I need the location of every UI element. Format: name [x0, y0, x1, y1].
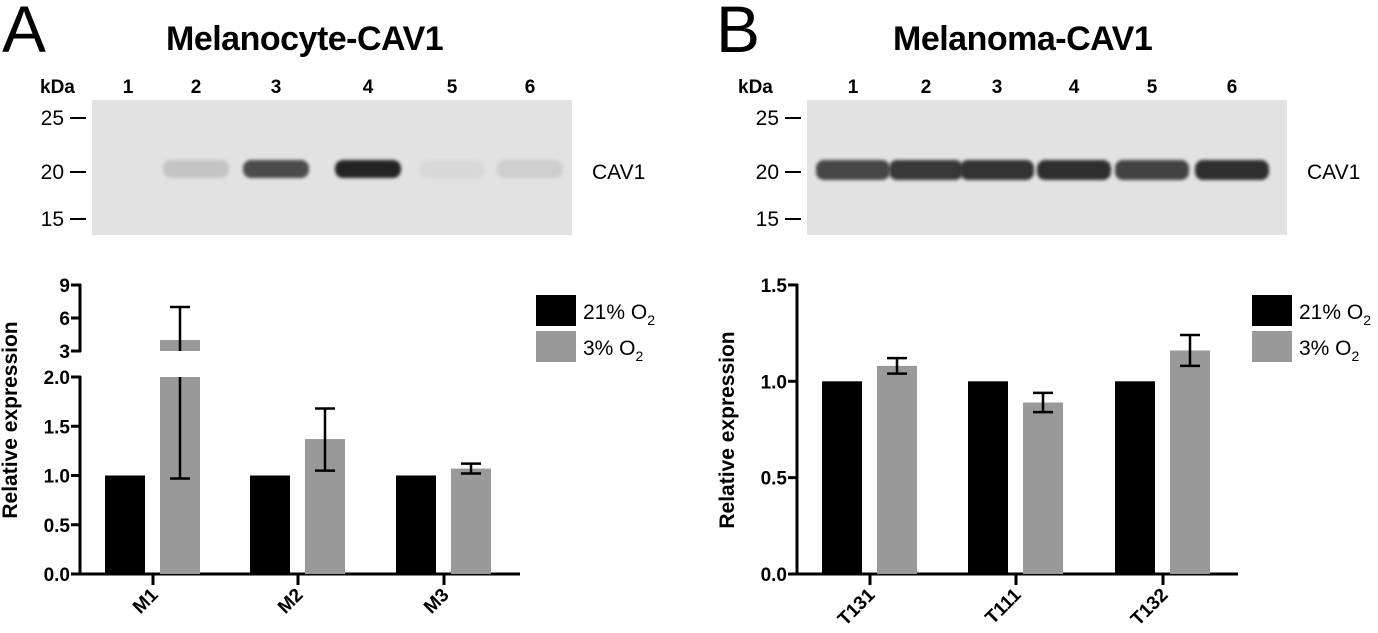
x-tick-label: T132: [1127, 585, 1172, 630]
bar-21pct: [105, 475, 145, 574]
cav1-band: [960, 160, 1034, 180]
cav1-band: [1037, 160, 1111, 180]
y-tick-label: 1.5: [44, 417, 71, 438]
kda-label: kDa: [738, 77, 773, 98]
y-axis-title: Relative expression: [716, 331, 739, 528]
bar-chart-melanoma: 0.0 0.5 1.0 1.5 Relative expression T131 T111 T…: [716, 276, 1371, 630]
lane-number: 2: [190, 77, 202, 98]
cav1-band: [1115, 160, 1189, 180]
band-label-cav1: CAV1: [1307, 161, 1361, 184]
panel-b-title: Melanoma-CAV1: [893, 20, 1153, 58]
legend-subscript: 2: [1363, 312, 1371, 328]
y-tick-label: 0.5: [44, 516, 71, 537]
y-tick-label: 1.0: [44, 467, 70, 488]
mw-marker-label: 20: [755, 161, 779, 184]
legend-swatch: [536, 295, 576, 326]
mw-marker-label: 20: [40, 161, 64, 184]
x-tick-label: T111: [982, 584, 1026, 628]
cav1-band: [1195, 160, 1269, 180]
cav1-band: [419, 160, 485, 178]
x-tick-label: T131: [834, 584, 880, 630]
y-tick-label: 1.5: [761, 276, 788, 297]
y-tick-label: 3: [59, 342, 70, 363]
legend-swatch: [536, 331, 576, 362]
legend-swatch: [1252, 331, 1292, 362]
x-tick-label: M3: [420, 585, 454, 619]
bar-21pct: [250, 475, 290, 574]
legend-label: 21% O2: [583, 301, 655, 328]
cav1-band: [816, 160, 890, 180]
lane-number: 3: [991, 77, 1003, 98]
y-tick-label: 2.0: [44, 368, 70, 389]
lane-number: 6: [1226, 77, 1238, 98]
lane-number: 2: [920, 77, 932, 98]
cav1-band: [889, 160, 963, 180]
panel-a-title: Melanocyte-CAV1: [166, 20, 444, 58]
legend-label: 3% O2: [583, 337, 644, 364]
mw-marker-tick: [785, 218, 801, 220]
mw-marker-tick: [70, 218, 86, 220]
mw-marker-tick: [785, 171, 801, 173]
bar-21pct: [968, 381, 1008, 574]
blot-membrane: [807, 100, 1287, 235]
legend-subscript: 2: [647, 312, 655, 328]
bar-3pct: [877, 365, 917, 574]
lane-number: 1: [847, 77, 859, 98]
bar-3pct: [451, 468, 491, 574]
cav1-band: [163, 160, 229, 178]
y-tick-label: 0.5: [761, 469, 788, 490]
lane-number: 5: [446, 77, 458, 98]
bar-3pct: [1023, 402, 1063, 574]
x-tick-label: M1: [129, 584, 163, 618]
mw-marker-label: 15: [755, 208, 779, 231]
y-axis-title: Relative expression: [0, 321, 22, 518]
bar-21pct: [822, 381, 862, 574]
cav1-band: [335, 160, 401, 178]
mw-marker-label: 25: [755, 107, 779, 130]
lane-number: 1: [122, 77, 134, 98]
lane-number: 5: [1146, 77, 1158, 98]
lane-number: 6: [524, 77, 536, 98]
y-tick-label: 0.0: [44, 565, 70, 586]
mw-marker-label: 15: [40, 208, 64, 231]
lane-number: 3: [270, 77, 282, 98]
mw-marker-tick: [70, 171, 86, 173]
kda-label: kDa: [40, 77, 75, 98]
bar-21pct: [396, 475, 436, 574]
legend-subscript: 2: [1352, 348, 1360, 364]
lane-number: 4: [1068, 77, 1080, 98]
x-tick-label: M2: [274, 585, 308, 619]
bar-3pct: [1170, 350, 1210, 574]
y-tick-label: 0.0: [761, 565, 787, 586]
lane-number: 4: [362, 77, 374, 98]
bar-chart-melanocyte: 0.0 0.5 1.0 1.5 2.0 3 6 9 Relative expression M1 M…: [0, 276, 655, 619]
legend-swatch: [1252, 295, 1292, 326]
mw-marker-tick: [70, 117, 86, 119]
band-label-cav1: CAV1: [592, 161, 646, 184]
legend-subscript: 2: [636, 348, 644, 364]
y-tick-label: 6: [59, 309, 70, 330]
panel-b-letter: B: [716, 0, 761, 66]
cav1-band: [243, 160, 309, 178]
bar-21pct: [1115, 381, 1155, 574]
legend-label: 3% O2: [1299, 337, 1360, 364]
panel-a-letter: A: [2, 0, 47, 66]
blot-membrane: [92, 100, 572, 235]
mw-marker-tick: [785, 117, 801, 119]
cav1-band: [497, 160, 563, 178]
y-tick-label: 9: [59, 276, 70, 297]
mw-marker-label: 25: [40, 107, 64, 130]
y-tick-label: 1.0: [761, 372, 787, 393]
legend-label: 21% O2: [1299, 301, 1371, 328]
